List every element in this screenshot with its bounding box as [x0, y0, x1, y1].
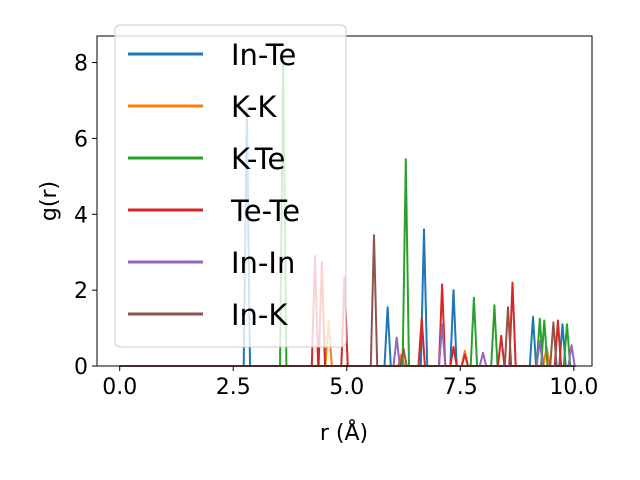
y-tick-label: 4 [74, 203, 88, 228]
y-tick-label: 0 [74, 355, 88, 380]
legend-label-te-te: Te-Te [230, 194, 300, 228]
y-tick-label: 8 [74, 52, 88, 77]
y-tick-label: 2 [74, 279, 88, 304]
y-axis-ticks: 0 2 4 6 8 [74, 52, 97, 380]
x-tick-label: 7.5 [443, 375, 478, 400]
x-tick-label: 0.0 [102, 375, 137, 400]
x-tick-label: 5.0 [329, 375, 364, 400]
legend-label-k-te: K-Te [231, 142, 285, 176]
x-axis-label: r (Å) [320, 419, 368, 446]
series-line-in-in [119, 323, 576, 367]
x-tick-label: 10.0 [549, 375, 598, 400]
x-axis-ticks: 0.0 2.5 5.0 7.5 10.0 [102, 366, 598, 400]
y-tick-label: 6 [74, 127, 88, 152]
y-axis-label: g(r) [37, 181, 62, 221]
x-tick-label: 2.5 [216, 375, 251, 400]
legend-label-in-k: In-K [231, 298, 288, 332]
legend-label-in-in: In-In [231, 246, 295, 280]
legend-label-in-te: In-Te [231, 38, 296, 72]
legend-label-k-k: K-K [231, 90, 277, 124]
legend: In-Te K-K K-Te Te-Te In-In In-K [114, 24, 347, 348]
